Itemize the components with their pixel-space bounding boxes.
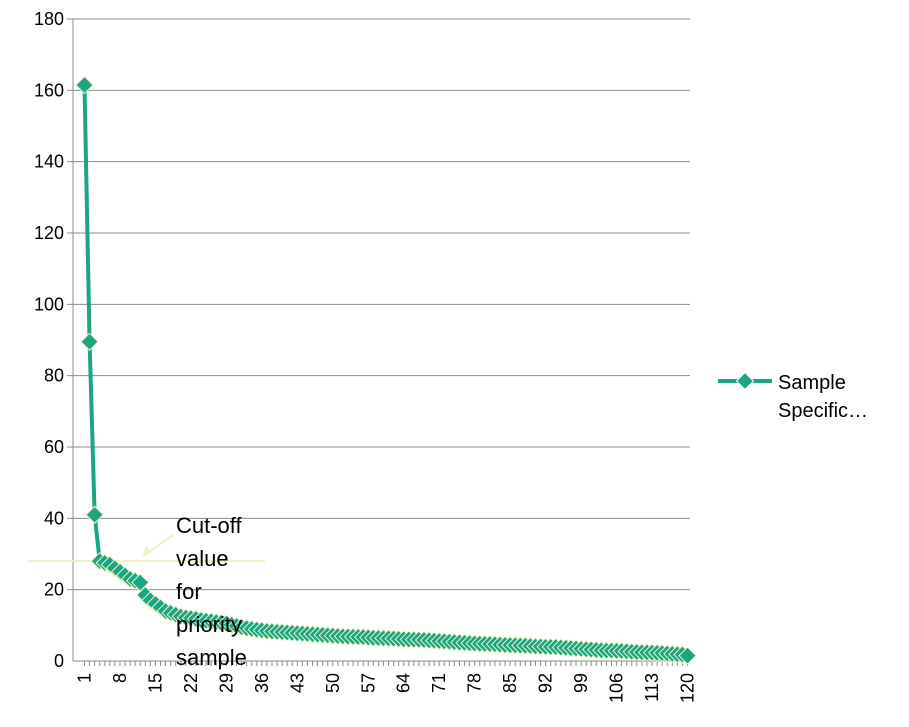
x-tick-label-22: 22: [181, 673, 201, 693]
data-point-1: [75, 75, 94, 95]
x-tick-label-99: 99: [571, 673, 591, 693]
series-sample-specific: [75, 75, 697, 665]
x-tick-label-106: 106: [607, 673, 627, 703]
y-tick-label-160: 160: [34, 80, 64, 100]
x-tick-label-85: 85: [500, 673, 520, 693]
x-tick-label-36: 36: [252, 673, 272, 693]
legend: Sample Specific…: [718, 371, 868, 422]
annotation-text: Cut-off value for priority sample: [176, 513, 247, 670]
x-tick-label-43: 43: [287, 673, 307, 693]
x-tick-label-113: 113: [642, 673, 662, 702]
x-tick-label-64: 64: [394, 673, 414, 693]
annotation-line-2: value: [176, 546, 229, 571]
annotation-line-4: priority: [176, 612, 242, 637]
data-point-120: [678, 646, 697, 665]
y-axis: 0 20 40 60 80 100 120 140 160 180: [34, 9, 74, 671]
cutoff-annotation: [28, 534, 265, 563]
y-tick-label-80: 80: [44, 366, 64, 386]
legend-marker: [735, 371, 755, 391]
x-tick-label-15: 15: [145, 673, 165, 693]
annotation-line-1: Cut-off: [176, 513, 243, 538]
y-tick-label-20: 20: [44, 580, 64, 600]
x-tick-label-1: 1: [75, 673, 95, 683]
data-point-3: [85, 505, 104, 524]
data-point-2: [80, 332, 99, 351]
y-tick-label-100: 100: [34, 294, 64, 314]
y-tick-label-60: 60: [44, 437, 64, 457]
x-tick-label-92: 92: [536, 673, 556, 693]
gridlines: [67, 18, 690, 591]
y-tick-label-40: 40: [44, 508, 64, 528]
series-line-0: [82, 84, 688, 658]
legend-label-line1: Sample: [778, 372, 846, 394]
x-tick-label-57: 57: [358, 673, 378, 693]
legend-label-line2: Specific…: [778, 400, 868, 422]
x-tick-label-29: 29: [216, 673, 236, 693]
x-tick-label-8: 8: [110, 673, 130, 683]
annotation-arrow-head: [142, 546, 152, 557]
x-tick-label-50: 50: [323, 673, 343, 693]
x-tick-label-120: 120: [678, 673, 698, 703]
y-tick-label-120: 120: [34, 223, 64, 243]
x-tick-label-78: 78: [465, 673, 485, 693]
annotation-line-5: sample: [176, 645, 247, 670]
x-tick-label-71: 71: [429, 673, 449, 693]
y-tick-label-180: 180: [34, 9, 64, 29]
y-tick-label-140: 140: [34, 152, 64, 172]
y-tick-label-0: 0: [54, 651, 64, 671]
x-axis: 1 8 15 22 29 36 43 50 57 64 71 78 85 92 99 106 113 120: [73, 660, 698, 703]
annotation-line-3: for: [176, 579, 202, 604]
